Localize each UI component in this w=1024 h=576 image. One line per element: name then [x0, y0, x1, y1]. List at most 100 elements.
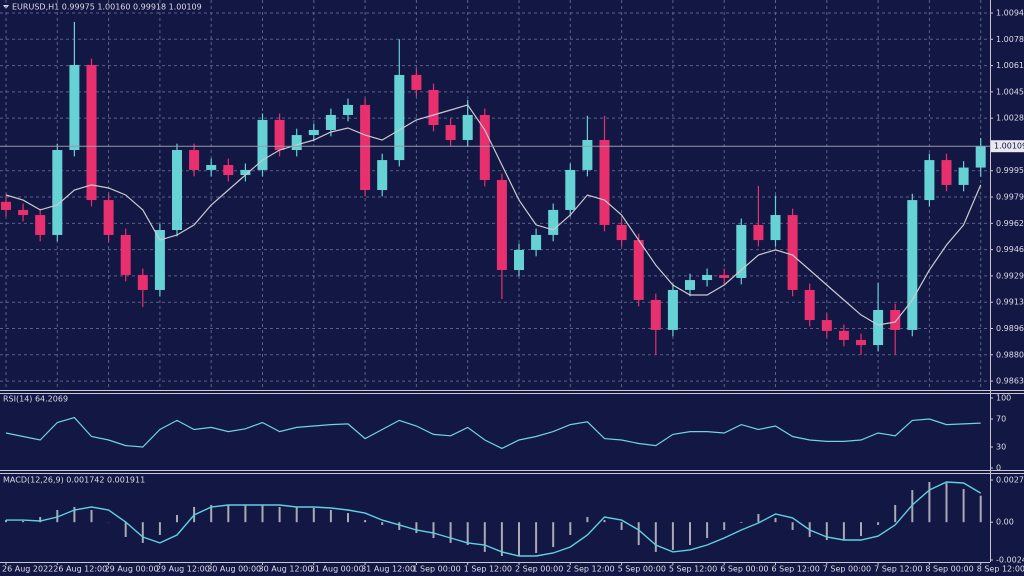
macd-bar [603, 520, 606, 523]
y-tick-label: 0.002769 [996, 476, 1024, 485]
y-tick-label: 0.99295 [996, 271, 1024, 280]
macd-bar [176, 515, 178, 523]
x-tick-label: 7 Sep 12:00 [874, 565, 922, 574]
x-tick-label: 1 Sep 00:00 [412, 565, 460, 574]
macd-bar [278, 506, 281, 523]
y-tick-label: 0.99625 [996, 219, 1024, 228]
candle-body [411, 74, 422, 90]
x-tick-label: 30 Aug 12:00 [259, 565, 313, 574]
macd-bar [261, 504, 264, 523]
candle-body [172, 150, 182, 231]
candle-body [514, 249, 524, 271]
macd-bar [637, 522, 640, 546]
x-tick-label: 1 Sep 12:00 [464, 565, 512, 574]
x-tick-label: 6 Sep 00:00 [720, 565, 768, 574]
candle-body [702, 274, 713, 281]
macd-bar [928, 481, 931, 523]
candle-body [787, 215, 798, 290]
macd-bar [757, 513, 760, 523]
x-tick-label: 29 Aug 00:00 [105, 565, 159, 574]
candle-body [18, 209, 29, 216]
candle-body [496, 179, 507, 271]
candle-body [69, 64, 80, 151]
x-tick-label: 5 Sep 12:00 [669, 565, 717, 574]
y-tick-label: 0 [996, 464, 1001, 473]
macd-bar [860, 522, 862, 537]
y-tick-label: 30 [996, 443, 1006, 452]
macd-bar [432, 522, 435, 539]
macd-bar [671, 522, 674, 550]
macd-bar [39, 517, 42, 523]
macd-bar [689, 522, 691, 546]
macd-bar [877, 522, 880, 525]
candle-body [394, 74, 405, 161]
x-tick-label: 7 Sep 00:00 [823, 565, 871, 574]
candle-body [479, 114, 490, 180]
rsi-title: RSI(14) 64.2069 [3, 395, 68, 404]
candle-body [599, 139, 610, 225]
y-tick-label: 1.00615 [996, 61, 1024, 70]
macd-bar [244, 504, 247, 523]
macd-bar [842, 522, 845, 541]
macd-bar [620, 522, 623, 530]
macd-bar [210, 504, 213, 523]
y-tick-label: 0.98965 [996, 324, 1024, 333]
macd-bar [518, 522, 520, 557]
x-tick-label: 26 Aug 12:00 [53, 565, 107, 574]
y-tick-label: 0.98635 [996, 377, 1024, 386]
candle-body [189, 150, 200, 170]
candle-body [223, 165, 234, 176]
candle-body [924, 160, 935, 201]
y-tick-label: 1.00945 [996, 8, 1024, 17]
macd-bar [500, 522, 503, 557]
current-price-box [991, 140, 1024, 153]
y-tick-label: 0.99955 [996, 166, 1024, 175]
macd-bar [22, 520, 25, 523]
macd-bar [723, 522, 726, 530]
candle-body [770, 215, 781, 241]
macd-bar [347, 513, 349, 523]
macd-bar [654, 522, 657, 552]
macd-bar [124, 522, 127, 537]
candle-body [907, 200, 918, 330]
candle-body [548, 209, 559, 235]
candle-body [206, 165, 217, 170]
macd-bar [466, 522, 469, 546]
macd-bar [569, 522, 572, 535]
candle-body [890, 310, 901, 330]
macd-bar [911, 490, 914, 523]
candle-body [873, 310, 884, 346]
candle-body [565, 169, 576, 210]
macd-bar [552, 522, 555, 548]
macd-bar [5, 520, 7, 523]
candle-body [428, 89, 439, 126]
candle-body [633, 240, 644, 300]
macd-bar [945, 483, 948, 523]
macd-bar [90, 510, 93, 523]
candle-body [462, 114, 473, 140]
candle-body [719, 274, 730, 278]
x-tick-label: 6 Sep 12:00 [772, 565, 820, 574]
macd-bar [894, 504, 897, 523]
candle-body [308, 129, 319, 136]
candle-body [975, 146, 986, 168]
x-tick-label: 31 Aug 12:00 [361, 565, 415, 574]
candle-body [1, 201, 11, 210]
macd-bar [312, 508, 315, 523]
macd-bar [364, 520, 367, 523]
macd-bar [398, 522, 401, 530]
candle-body [958, 167, 969, 185]
y-tick-label: 1.00450 [996, 87, 1024, 96]
macd-bar [329, 510, 332, 523]
candle-body [325, 114, 336, 130]
macd-bar [449, 522, 452, 543]
candle-body [582, 139, 593, 170]
macd-bar [535, 522, 538, 553]
macd-bar [227, 504, 230, 523]
candle-body [531, 234, 542, 250]
macd-bar [825, 522, 828, 541]
macd-bar [141, 522, 144, 543]
